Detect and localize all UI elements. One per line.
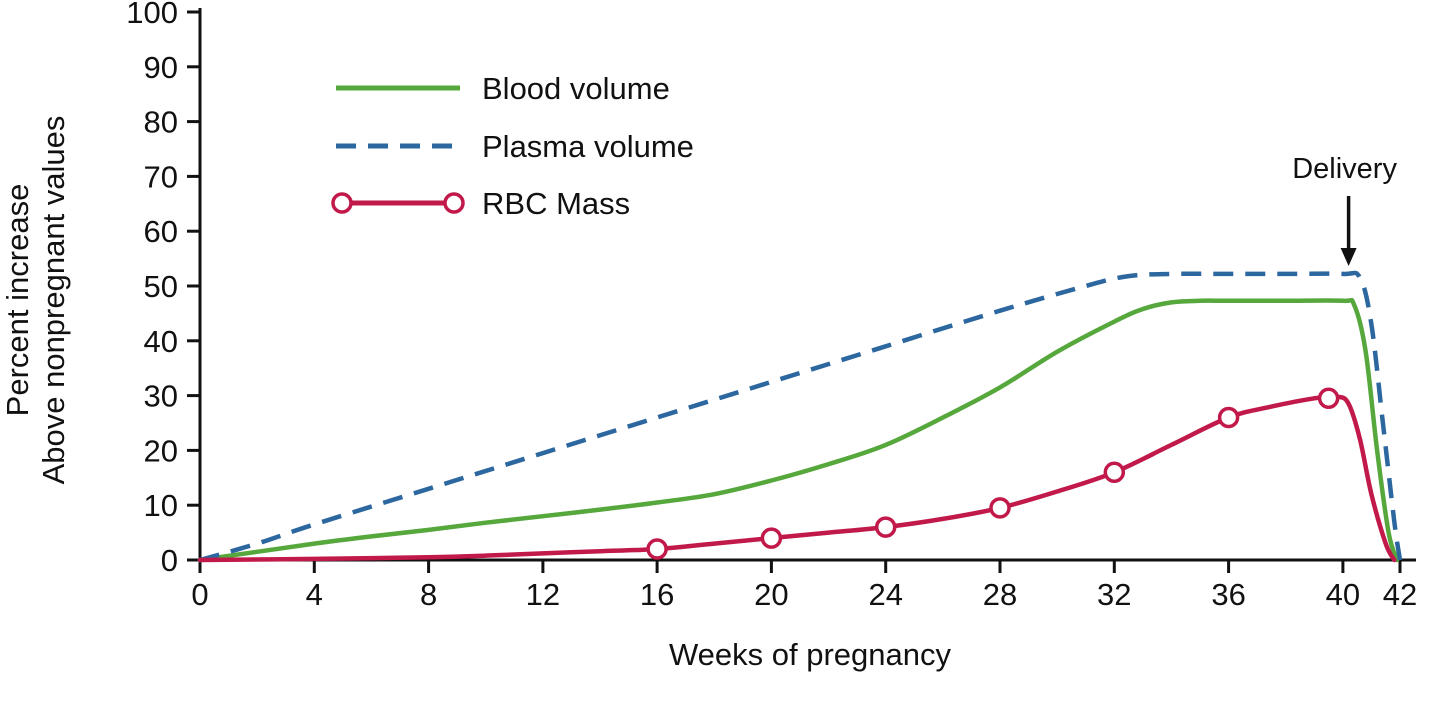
series-lines <box>197 270 1403 563</box>
x-axis-title: Weeks of pregnancy <box>669 637 952 672</box>
legend-label-rbc-mass: RBC Mass <box>482 186 630 221</box>
y-tick-label: 40 <box>144 324 178 359</box>
series-marker <box>1217 406 1240 429</box>
series-marker <box>760 527 783 549</box>
y-axis-title-line1: Percent increase <box>0 184 35 417</box>
series-line-0 <box>197 297 1400 563</box>
legend-swatches <box>331 85 465 214</box>
legend-swatch-marker <box>443 192 465 214</box>
x-tick-label: 42 <box>1383 577 1417 612</box>
arrow-head <box>1340 248 1357 266</box>
x-tick-label: 4 <box>306 577 323 612</box>
delivery-annotation-label: Delivery <box>1292 153 1397 185</box>
y-tick-label: 80 <box>144 105 178 140</box>
series-marker <box>989 497 1011 519</box>
y-tick-label: 50 <box>144 269 178 304</box>
y-tick-label: 100 <box>126 0 178 30</box>
y-tick-label: 90 <box>144 50 178 85</box>
delivery-annotation: Delivery <box>1292 153 1397 266</box>
x-tick-label: 36 <box>1211 577 1245 612</box>
y-tick-label: 30 <box>144 379 178 414</box>
series-marker <box>874 516 897 538</box>
series-marker <box>646 538 668 560</box>
x-tick-label: 12 <box>526 577 560 612</box>
x-tick-label: 8 <box>420 577 437 612</box>
x-tick-label: 20 <box>754 577 788 612</box>
x-tick-label: 24 <box>868 577 902 612</box>
series-line-1 <box>199 270 1403 563</box>
x-tick-label: 40 <box>1326 577 1360 612</box>
x-tick-label: 16 <box>640 577 674 612</box>
y-tick-label: 60 <box>144 214 178 249</box>
series-line-2 <box>197 394 1397 563</box>
legend-label-plasma-volume: Plasma volume <box>482 129 694 164</box>
y-tick-label: 0 <box>161 543 178 578</box>
y-axis-title-line2: Above nonpregnant values <box>36 116 71 485</box>
x-tick-label: 32 <box>1097 577 1131 612</box>
y-tick-label: 70 <box>144 159 178 194</box>
series-marker <box>1103 461 1126 484</box>
legend-swatch-marker <box>331 192 353 214</box>
series-marker <box>1317 387 1340 410</box>
axes: 0 4 8 12 16 20 24 28 32 36 40 42 0 10 20 30 40 50 60 70 80 90… <box>126 0 1417 612</box>
series-markers <box>646 387 1340 560</box>
y-tick-label: 20 <box>144 433 178 468</box>
x-tick-label: 28 <box>983 577 1017 612</box>
legend: Blood volume Plasma volume RBC Mass <box>331 71 694 221</box>
x-tick-label: 0 <box>191 577 208 612</box>
legend-label-blood-volume: Blood volume <box>482 71 670 106</box>
y-tick-label: 10 <box>144 488 178 523</box>
delivery-arrow-icon <box>1340 196 1357 266</box>
